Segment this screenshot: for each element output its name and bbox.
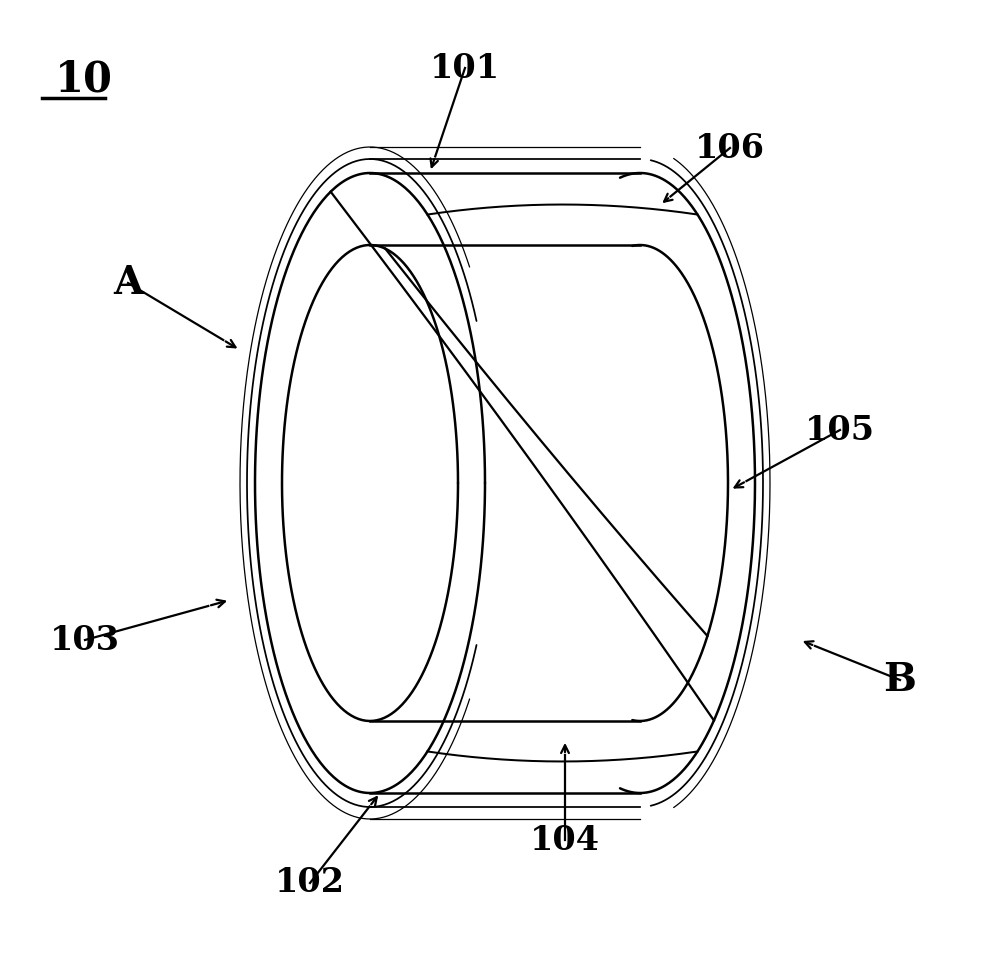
Text: 104: 104 <box>530 823 600 856</box>
Text: 102: 102 <box>275 867 345 899</box>
Text: 105: 105 <box>805 414 875 447</box>
Text: 101: 101 <box>430 52 500 85</box>
Text: 10: 10 <box>55 58 113 100</box>
Text: 103: 103 <box>50 624 120 657</box>
Text: 106: 106 <box>695 131 765 164</box>
Text: B: B <box>884 661 916 699</box>
Text: A: A <box>113 264 143 302</box>
